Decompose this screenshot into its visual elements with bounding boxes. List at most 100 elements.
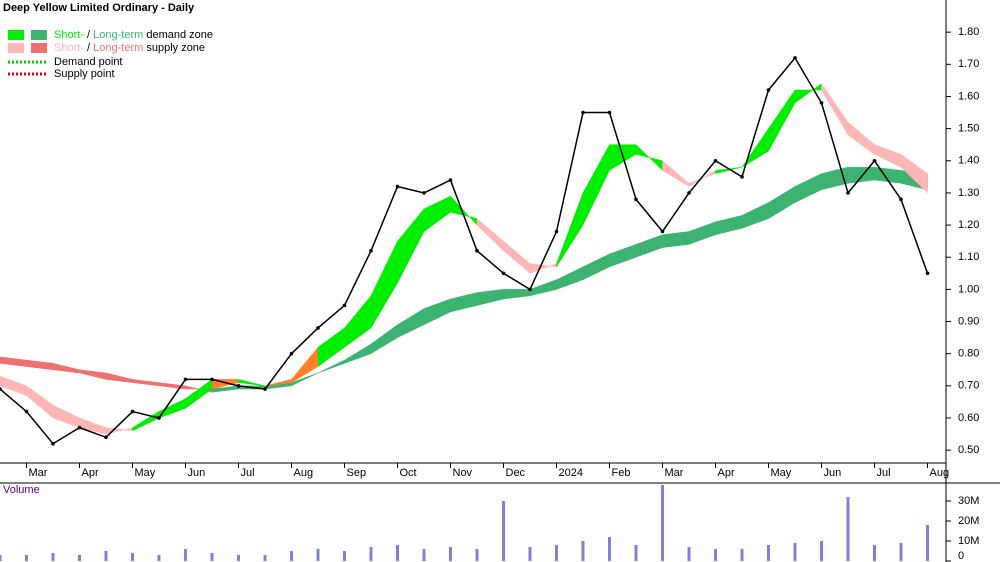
legend-swatch	[31, 43, 47, 53]
volume-bar	[767, 545, 770, 561]
x-tick-label: Feb	[612, 467, 631, 479]
volume-bar	[210, 553, 214, 561]
price-point	[925, 271, 930, 276]
price-point	[607, 110, 612, 115]
volume-bar	[104, 551, 108, 561]
price-point	[51, 441, 55, 446]
volume-bar	[396, 545, 399, 561]
volume-bar	[820, 541, 823, 561]
volume-bar	[873, 545, 876, 561]
price-point	[395, 184, 400, 189]
volume-bar	[502, 501, 505, 561]
volume-bar	[25, 555, 28, 561]
volume-bar	[369, 547, 373, 561]
price-line	[0, 56, 929, 445]
y-tick-label: 0.50	[958, 444, 979, 456]
volume-bar	[51, 553, 55, 561]
legend-text-part: Short-	[54, 42, 84, 54]
volume-bar	[714, 549, 717, 561]
x-tick-label: Mar	[665, 467, 684, 479]
price-point	[819, 101, 824, 105]
price-point	[369, 248, 373, 253]
volume-bar	[131, 553, 134, 561]
price-point	[0, 387, 2, 391]
y-tick-label: 1.50	[958, 123, 979, 135]
price-point	[528, 287, 532, 292]
chart-title: Deep Yellow Limited Ordinary - Daily	[3, 2, 195, 14]
volume-bar	[740, 549, 744, 561]
legend-text-part: Long-term	[93, 42, 143, 54]
volume-bar	[475, 549, 479, 561]
price-point	[263, 387, 267, 391]
volume-bar	[449, 547, 452, 561]
y-tick-label: 1.70	[958, 58, 979, 70]
volume-bar	[237, 555, 240, 561]
volume-bar	[263, 555, 267, 561]
y-tick-label: 0.60	[958, 412, 979, 424]
volume-bar	[78, 555, 81, 561]
legend-swatch	[8, 30, 24, 40]
x-tick-label: Mar	[29, 467, 48, 479]
price-point	[581, 110, 585, 115]
legend-text-part: supply zone	[143, 42, 205, 54]
price-point	[77, 425, 82, 430]
legend-text-part: Long-term	[93, 29, 143, 41]
y-tick-label: 0.80	[958, 348, 979, 360]
legend-text: Short- / Long-term supply zone	[54, 42, 205, 54]
volume-bar	[290, 551, 293, 561]
x-tick-label: Apr	[718, 467, 735, 479]
price-point	[660, 229, 665, 234]
volume-y-tick-label: 0	[958, 550, 964, 562]
y-tick-label: 1.80	[958, 26, 979, 38]
volume-bar	[184, 549, 187, 561]
price-point	[157, 416, 161, 420]
x-tick-label: Sep	[347, 467, 367, 479]
price-point	[713, 158, 718, 163]
volume-bar	[422, 549, 426, 561]
x-tick-label: Jul	[241, 467, 255, 479]
price-point	[687, 191, 691, 195]
legend-text: Short- / Long-term demand zone	[54, 29, 213, 41]
y-tick-label: 1.30	[958, 187, 979, 199]
volume-bar	[793, 543, 797, 561]
x-tick-label: Oct	[400, 467, 417, 479]
volume-bar	[581, 541, 585, 561]
volume-bar	[687, 547, 691, 561]
volume-bar	[157, 555, 161, 561]
short-term-zone	[238, 379, 266, 387]
legend-swatch	[31, 30, 47, 40]
price-point	[899, 197, 903, 202]
volume-bar	[634, 545, 638, 561]
price-point	[634, 197, 638, 202]
price-point	[236, 384, 241, 388]
price-point	[316, 326, 320, 330]
volume-bar	[316, 549, 320, 561]
volume-y-tick-label: 30M	[958, 495, 979, 507]
price-point	[104, 435, 108, 440]
volume-bar	[661, 485, 664, 561]
price-point	[872, 158, 877, 163]
price-point	[475, 248, 479, 253]
x-tick-label: Aug	[294, 467, 314, 479]
x-tick-label: Dec	[506, 467, 526, 479]
legend-text: Demand point	[54, 56, 123, 68]
legend-swatch	[8, 43, 24, 53]
volume-bar	[343, 551, 346, 561]
price-point	[766, 88, 771, 92]
y-tick-label: 1.40	[958, 155, 979, 167]
price-point	[183, 377, 188, 382]
x-tick-label: May	[771, 467, 792, 479]
volume-bar	[528, 547, 532, 561]
y-tick-label: 1.10	[958, 251, 979, 263]
legend-text-part: demand zone	[143, 29, 213, 41]
price-point	[289, 351, 294, 356]
volume-y-tick-label: 20M	[958, 515, 979, 527]
price-point	[24, 409, 29, 414]
volume-y-tick-label: 10M	[958, 535, 979, 547]
x-tick-label: Nov	[453, 467, 473, 479]
x-tick-label: Aug	[930, 467, 950, 479]
price-point	[342, 303, 347, 308]
volume-bar	[0, 555, 2, 561]
